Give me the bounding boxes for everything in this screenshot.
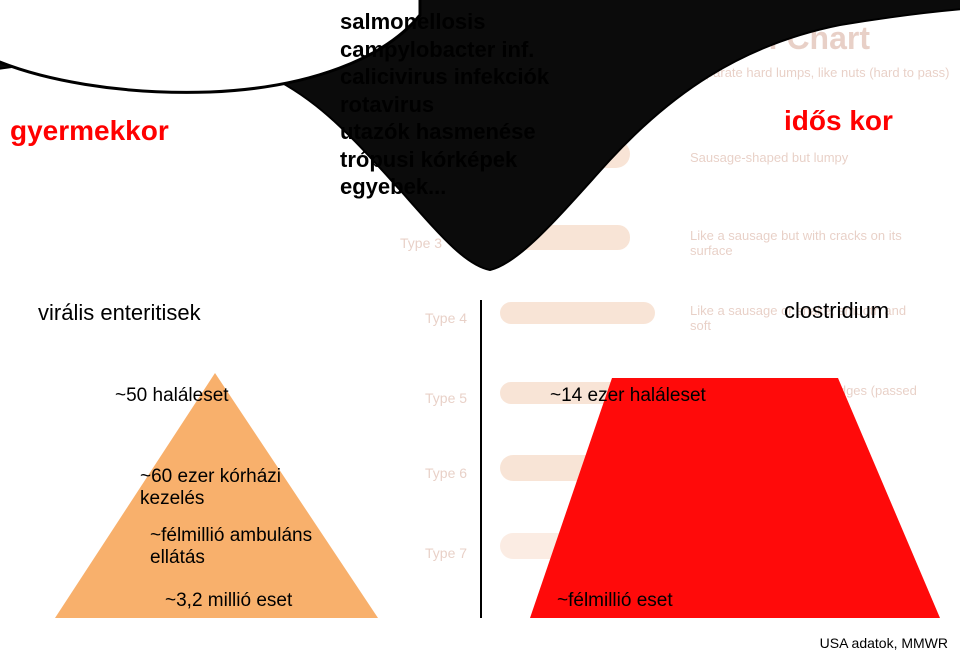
trapezoid-bot: ~félmillió eset [557, 590, 673, 612]
label-gyermekkor: gyermekkor [10, 115, 169, 147]
triangle-mid: ~60 ezer kórházi kezelés [140, 466, 310, 510]
bg-type-7-label: Type 7 [425, 545, 467, 561]
label-idos-kor: idős kor [784, 105, 893, 137]
label-viral: virális enteritisek [38, 300, 201, 326]
cause-2: campylobacter inf. [340, 36, 549, 64]
trapezoid-shape [530, 378, 940, 618]
label-clostridium: clostridium [784, 298, 889, 324]
cause-1: salmonellosis [340, 8, 549, 36]
footer-source: USA adatok, MMWR [820, 635, 948, 651]
causes-list: salmonellosis campylobacter inf. caliciv… [340, 8, 549, 201]
trapezoid-poly [530, 378, 940, 618]
center-divider [480, 300, 482, 618]
cause-6: trópusi kórképek [340, 146, 549, 174]
triangle-top: ~50 haláleset [115, 385, 229, 407]
bg-type-6-label: Type 6 [425, 465, 467, 481]
cause-4: rotavirus [340, 91, 549, 119]
cause-5: utazók hasmenése [340, 118, 549, 146]
triangle-bot2: ~3,2 millió eset [165, 590, 292, 612]
cause-3: calicivirus infekciók [340, 63, 549, 91]
cause-7: egyebek... [340, 173, 549, 201]
trapezoid-top: ~14 ezer haláleset [550, 385, 706, 407]
triangle-bot1: ~félmillió ambuláns ellátás [150, 525, 340, 569]
